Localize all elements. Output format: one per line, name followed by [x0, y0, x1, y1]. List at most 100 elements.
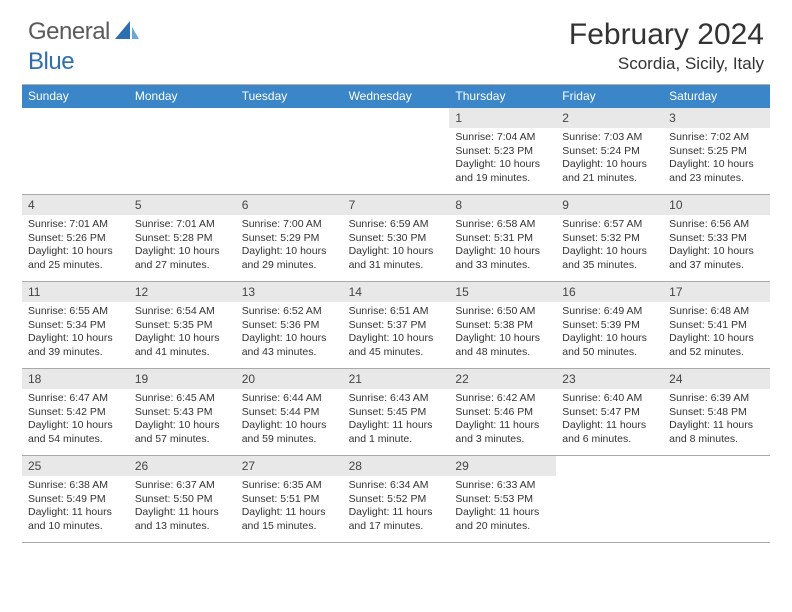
weekday-header: Saturday: [663, 85, 770, 108]
daylight-text-2: and 1 minute.: [349, 433, 444, 447]
calendar-cell: 12Sunrise: 6:54 AMSunset: 5:35 PMDayligh…: [129, 282, 236, 368]
daylight-text-2: and 21 minutes.: [562, 172, 657, 186]
calendar-cell: 5Sunrise: 7:01 AMSunset: 5:28 PMDaylight…: [129, 195, 236, 281]
calendar-cell: 10Sunrise: 6:56 AMSunset: 5:33 PMDayligh…: [663, 195, 770, 281]
logo-text-blue: Blue: [28, 48, 74, 75]
day-number: 25: [22, 456, 129, 476]
daylight-text-1: Daylight: 10 hours: [669, 158, 764, 172]
calendar-week-row: 1Sunrise: 7:04 AMSunset: 5:23 PMDaylight…: [22, 108, 770, 195]
daylight-text-1: Daylight: 10 hours: [242, 332, 337, 346]
weekday-header: Monday: [129, 85, 236, 108]
day-number: 21: [343, 369, 450, 389]
day-number: 20: [236, 369, 343, 389]
daylight-text-1: Daylight: 11 hours: [28, 506, 123, 520]
sunset-text: Sunset: 5:49 PM: [28, 493, 123, 507]
day-details: Sunrise: 7:03 AMSunset: 5:24 PMDaylight:…: [556, 128, 663, 192]
day-details: Sunrise: 6:56 AMSunset: 5:33 PMDaylight:…: [663, 215, 770, 279]
daylight-text-2: and 39 minutes.: [28, 346, 123, 360]
day-details: Sunrise: 6:39 AMSunset: 5:48 PMDaylight:…: [663, 389, 770, 453]
day-number: 23: [556, 369, 663, 389]
calendar-cell: 1Sunrise: 7:04 AMSunset: 5:23 PMDaylight…: [449, 108, 556, 194]
calendar-cell: 19Sunrise: 6:45 AMSunset: 5:43 PMDayligh…: [129, 369, 236, 455]
sunset-text: Sunset: 5:23 PM: [455, 145, 550, 159]
sunrise-text: Sunrise: 6:58 AM: [455, 218, 550, 232]
daylight-text-1: Daylight: 10 hours: [455, 332, 550, 346]
daylight-text-2: and 27 minutes.: [135, 259, 230, 273]
day-details: Sunrise: 6:40 AMSunset: 5:47 PMDaylight:…: [556, 389, 663, 453]
day-number: 15: [449, 282, 556, 302]
daylight-text-1: Daylight: 10 hours: [135, 245, 230, 259]
calendar-cell: [22, 108, 129, 194]
calendar-week-row: 18Sunrise: 6:47 AMSunset: 5:42 PMDayligh…: [22, 369, 770, 456]
daylight-text-2: and 13 minutes.: [135, 520, 230, 534]
sunset-text: Sunset: 5:28 PM: [135, 232, 230, 246]
daylight-text-1: Daylight: 10 hours: [562, 158, 657, 172]
calendar-cell: 27Sunrise: 6:35 AMSunset: 5:51 PMDayligh…: [236, 456, 343, 542]
calendar-cell: 21Sunrise: 6:43 AMSunset: 5:45 PMDayligh…: [343, 369, 450, 455]
calendar-cell: 23Sunrise: 6:40 AMSunset: 5:47 PMDayligh…: [556, 369, 663, 455]
day-number: 12: [129, 282, 236, 302]
logo-text-general: General: [28, 18, 110, 46]
calendar-week-row: 25Sunrise: 6:38 AMSunset: 5:49 PMDayligh…: [22, 456, 770, 543]
day-details: Sunrise: 6:42 AMSunset: 5:46 PMDaylight:…: [449, 389, 556, 453]
day-number: 18: [22, 369, 129, 389]
calendar-cell: 14Sunrise: 6:51 AMSunset: 5:37 PMDayligh…: [343, 282, 450, 368]
calendar-cell: 11Sunrise: 6:55 AMSunset: 5:34 PMDayligh…: [22, 282, 129, 368]
sunset-text: Sunset: 5:35 PM: [135, 319, 230, 333]
calendar-cell: 16Sunrise: 6:49 AMSunset: 5:39 PMDayligh…: [556, 282, 663, 368]
calendar: SundayMondayTuesdayWednesdayThursdayFrid…: [22, 84, 770, 543]
daylight-text-1: Daylight: 10 hours: [455, 245, 550, 259]
location-subtitle: Scordia, Sicily, Italy: [569, 54, 764, 74]
calendar-cell: 6Sunrise: 7:00 AMSunset: 5:29 PMDaylight…: [236, 195, 343, 281]
daylight-text-1: Daylight: 10 hours: [28, 245, 123, 259]
day-number: 6: [236, 195, 343, 215]
daylight-text-2: and 29 minutes.: [242, 259, 337, 273]
sunrise-text: Sunrise: 7:03 AM: [562, 131, 657, 145]
sunrise-text: Sunrise: 6:47 AM: [28, 392, 123, 406]
weekday-header: Wednesday: [343, 85, 450, 108]
day-details: Sunrise: 6:45 AMSunset: 5:43 PMDaylight:…: [129, 389, 236, 453]
day-details: Sunrise: 6:38 AMSunset: 5:49 PMDaylight:…: [22, 476, 129, 540]
day-details: Sunrise: 6:35 AMSunset: 5:51 PMDaylight:…: [236, 476, 343, 540]
sunset-text: Sunset: 5:44 PM: [242, 406, 337, 420]
day-details: Sunrise: 6:52 AMSunset: 5:36 PMDaylight:…: [236, 302, 343, 366]
sunset-text: Sunset: 5:50 PM: [135, 493, 230, 507]
day-details: Sunrise: 7:01 AMSunset: 5:28 PMDaylight:…: [129, 215, 236, 279]
daylight-text-2: and 57 minutes.: [135, 433, 230, 447]
day-details: Sunrise: 6:43 AMSunset: 5:45 PMDaylight:…: [343, 389, 450, 453]
daylight-text-2: and 45 minutes.: [349, 346, 444, 360]
day-number: 13: [236, 282, 343, 302]
daylight-text-1: Daylight: 10 hours: [562, 245, 657, 259]
day-number: 5: [129, 195, 236, 215]
daylight-text-1: Daylight: 11 hours: [455, 506, 550, 520]
day-details: Sunrise: 6:55 AMSunset: 5:34 PMDaylight:…: [22, 302, 129, 366]
day-details: Sunrise: 6:51 AMSunset: 5:37 PMDaylight:…: [343, 302, 450, 366]
daylight-text-2: and 15 minutes.: [242, 520, 337, 534]
calendar-cell: 28Sunrise: 6:34 AMSunset: 5:52 PMDayligh…: [343, 456, 450, 542]
day-details: Sunrise: 6:37 AMSunset: 5:50 PMDaylight:…: [129, 476, 236, 540]
calendar-cell: 17Sunrise: 6:48 AMSunset: 5:41 PMDayligh…: [663, 282, 770, 368]
month-title: February 2024: [569, 18, 764, 52]
calendar-cell: 18Sunrise: 6:47 AMSunset: 5:42 PMDayligh…: [22, 369, 129, 455]
weekday-header: Sunday: [22, 85, 129, 108]
daylight-text-2: and 17 minutes.: [349, 520, 444, 534]
daylight-text-1: Daylight: 11 hours: [669, 419, 764, 433]
daylight-text-1: Daylight: 10 hours: [242, 419, 337, 433]
sunrise-text: Sunrise: 7:01 AM: [28, 218, 123, 232]
sunset-text: Sunset: 5:29 PM: [242, 232, 337, 246]
daylight-text-2: and 10 minutes.: [28, 520, 123, 534]
day-details: Sunrise: 7:02 AMSunset: 5:25 PMDaylight:…: [663, 128, 770, 192]
title-block: February 2024 Scordia, Sicily, Italy: [569, 18, 764, 74]
calendar-cell: [556, 456, 663, 542]
sunset-text: Sunset: 5:53 PM: [455, 493, 550, 507]
sunrise-text: Sunrise: 6:34 AM: [349, 479, 444, 493]
day-number: 1: [449, 108, 556, 128]
sunrise-text: Sunrise: 7:02 AM: [669, 131, 764, 145]
calendar-cell: 25Sunrise: 6:38 AMSunset: 5:49 PMDayligh…: [22, 456, 129, 542]
day-number: 22: [449, 369, 556, 389]
calendar-cell: 7Sunrise: 6:59 AMSunset: 5:30 PMDaylight…: [343, 195, 450, 281]
daylight-text-2: and 48 minutes.: [455, 346, 550, 360]
sunrise-text: Sunrise: 6:55 AM: [28, 305, 123, 319]
sunrise-text: Sunrise: 6:56 AM: [669, 218, 764, 232]
daylight-text-1: Daylight: 11 hours: [455, 419, 550, 433]
